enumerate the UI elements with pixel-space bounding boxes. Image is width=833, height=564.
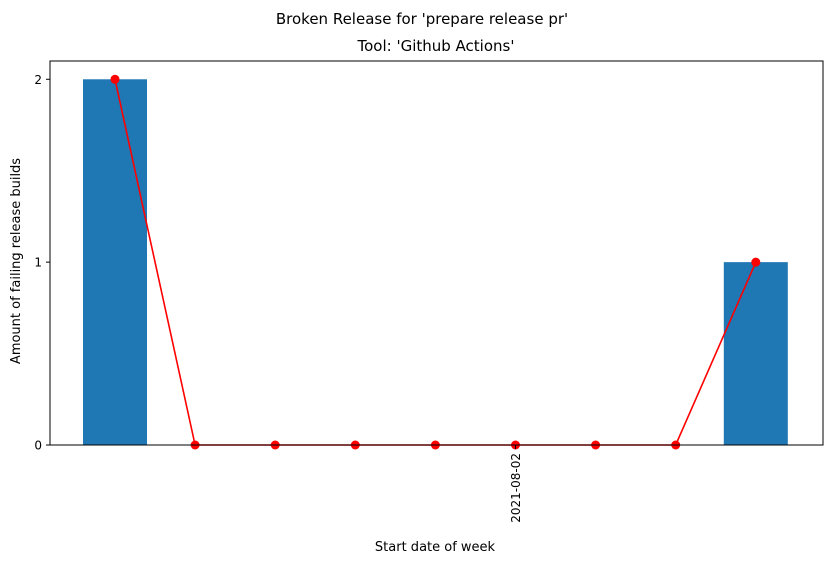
y-ticks: 0 1 2 [34, 73, 50, 453]
x-tick-label: 2021-08-02 [509, 453, 523, 523]
y-tick-label: 2 [34, 73, 42, 87]
bars-group [83, 79, 788, 446]
bar [723, 262, 788, 445]
y-axis-label: Amount of failing release builds [9, 158, 24, 364]
bar [83, 79, 147, 446]
plot-frame [49, 60, 824, 446]
series-line [114, 79, 757, 446]
line-marker [751, 257, 761, 267]
x-axis-label: Start date of week [375, 540, 496, 555]
x-ticks: 2021-08-02 [509, 445, 523, 523]
y-tick-label: 0 [34, 439, 42, 453]
line-series [110, 74, 761, 450]
line-marker [110, 74, 120, 84]
chart-suptitle: Broken Release for 'prepare release pr' [276, 10, 568, 28]
chart-title: Tool: 'Github Actions' [357, 37, 515, 55]
y-tick-label: 1 [34, 256, 42, 270]
